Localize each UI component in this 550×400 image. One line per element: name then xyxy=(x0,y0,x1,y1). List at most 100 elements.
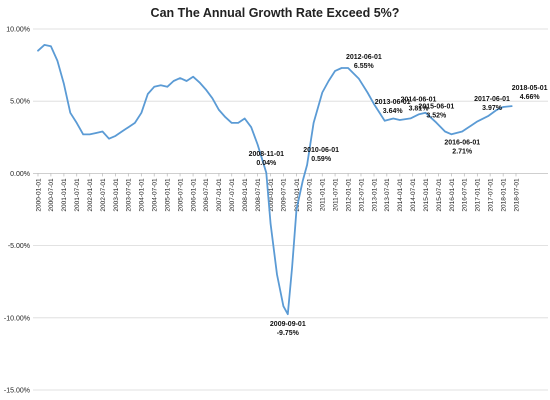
x-tick-label: 2008-07-01 xyxy=(255,178,262,212)
x-tick-label: 2015-01-01 xyxy=(423,178,430,212)
data-point xyxy=(101,130,104,133)
x-tick-label: 2004-01-01 xyxy=(139,178,146,212)
data-point xyxy=(114,135,117,137)
annotation-date: 2010-06-01 xyxy=(303,147,339,154)
x-tick-label: 2006-01-01 xyxy=(190,178,197,212)
y-tick-label: 5.00% xyxy=(10,99,30,106)
x-tick-label: 2005-01-01 xyxy=(165,178,172,212)
data-point xyxy=(461,130,463,133)
annotation-date: 2017-06-01 xyxy=(474,96,510,103)
x-tick-label: 2007-07-01 xyxy=(229,178,236,212)
data-point xyxy=(409,117,412,119)
data-point xyxy=(341,67,343,69)
data-point xyxy=(250,126,252,128)
x-tick-label: 2016-07-01 xyxy=(462,178,469,212)
data-point xyxy=(502,106,504,108)
data-point xyxy=(37,50,39,52)
data-point xyxy=(444,130,446,133)
annotation-date: 2013-06-01 xyxy=(375,99,411,106)
annotation-value: 6.55% xyxy=(354,63,375,70)
gridlines xyxy=(33,28,548,391)
data-point xyxy=(218,109,220,111)
data-point xyxy=(56,60,59,62)
data-point xyxy=(425,112,427,114)
annotation-value: 0.04% xyxy=(256,160,277,167)
data-point xyxy=(328,80,330,82)
x-tick-label: 2001-07-01 xyxy=(74,178,81,212)
x-tick-label: 2012-01-01 xyxy=(345,178,352,212)
y-tick-label: 10.00% xyxy=(6,27,30,34)
annotation-date: 2012-06-01 xyxy=(346,54,382,61)
data-point xyxy=(244,117,246,120)
data-point xyxy=(257,143,259,146)
x-tick-label: 2006-07-01 xyxy=(203,178,210,212)
data-point xyxy=(295,208,298,211)
annotation-date: 2018-05-01 xyxy=(512,85,548,92)
x-tick-label: 2009-01-01 xyxy=(268,178,275,212)
x-tick-label: 2017-01-01 xyxy=(475,178,482,212)
data-point xyxy=(76,122,78,124)
data-point xyxy=(134,122,136,124)
x-tick-label: 2003-01-01 xyxy=(113,178,120,212)
data-point xyxy=(291,266,293,268)
data-point xyxy=(89,133,91,135)
data-point xyxy=(63,83,65,85)
data-point xyxy=(95,132,97,134)
x-tick-label: 2018-01-01 xyxy=(500,178,507,212)
data-point xyxy=(470,125,472,127)
data-point xyxy=(160,84,162,86)
data-point xyxy=(173,80,175,82)
x-tick-label: 2016-01-01 xyxy=(449,178,456,212)
data-point xyxy=(418,113,420,115)
x-tick-label: 2000-07-01 xyxy=(48,178,55,212)
annotation-date: 2008-11-01 xyxy=(249,151,285,158)
data-point xyxy=(153,86,155,88)
data-point xyxy=(384,120,386,122)
data-point xyxy=(358,78,360,80)
annotation-value: 2.71% xyxy=(452,148,473,155)
y-tick-label: -10.00% xyxy=(4,315,30,322)
x-tick-label: 2018-07-01 xyxy=(513,178,520,212)
x-tick-label: 2017-07-01 xyxy=(487,178,494,212)
data-point xyxy=(399,119,401,121)
x-tick-label: 2010-07-01 xyxy=(307,178,314,212)
data-point xyxy=(321,91,323,94)
x-axis-ticks: 2000-01-01 2000-07-01 2001-01-01 2001-07-01… xyxy=(35,173,520,212)
data-point xyxy=(43,44,46,46)
data-point xyxy=(270,223,272,225)
data-point xyxy=(127,126,129,128)
data-point xyxy=(287,313,289,315)
x-tick-label: 2002-01-01 xyxy=(87,178,94,212)
data-point xyxy=(211,97,213,99)
x-tick-label: 2011-01-01 xyxy=(320,178,327,211)
x-tick-label: 2013-07-01 xyxy=(384,178,391,212)
data-point xyxy=(192,76,194,78)
data-point xyxy=(366,91,369,94)
data-point xyxy=(50,45,52,47)
x-tick-label: 2007-01-01 xyxy=(216,178,223,212)
data-point xyxy=(282,305,284,307)
x-tick-label: 2005-07-01 xyxy=(177,178,184,212)
x-tick-label: 2012-07-01 xyxy=(358,178,365,212)
data-point xyxy=(334,70,336,72)
data-point xyxy=(121,130,123,133)
y-tick-label: -5.00% xyxy=(8,243,30,250)
data-point xyxy=(496,109,498,111)
data-point xyxy=(265,172,267,174)
annotation-date: 2016-06-01 xyxy=(444,139,480,146)
annotation-value: 3.97% xyxy=(482,105,503,112)
x-tick-label: 2014-07-01 xyxy=(410,178,417,212)
y-tick-label: -15.00% xyxy=(4,388,30,395)
data-point xyxy=(231,122,233,124)
annotation-date: 2014-06-01 xyxy=(401,96,437,103)
x-tick-label: 2011-07-01 xyxy=(332,178,339,211)
data-point xyxy=(450,133,453,135)
data-point xyxy=(392,117,394,120)
data-point xyxy=(82,133,84,135)
data-point xyxy=(511,105,513,107)
annotation-value: -9.75% xyxy=(277,330,300,337)
annotations: 2008-11-01 0.04% 2009-09-01 -9.75% 2010-06-0… xyxy=(249,54,548,337)
x-tick-label: 2013-01-01 xyxy=(371,178,378,212)
annotation-value: 4.66% xyxy=(520,94,541,101)
